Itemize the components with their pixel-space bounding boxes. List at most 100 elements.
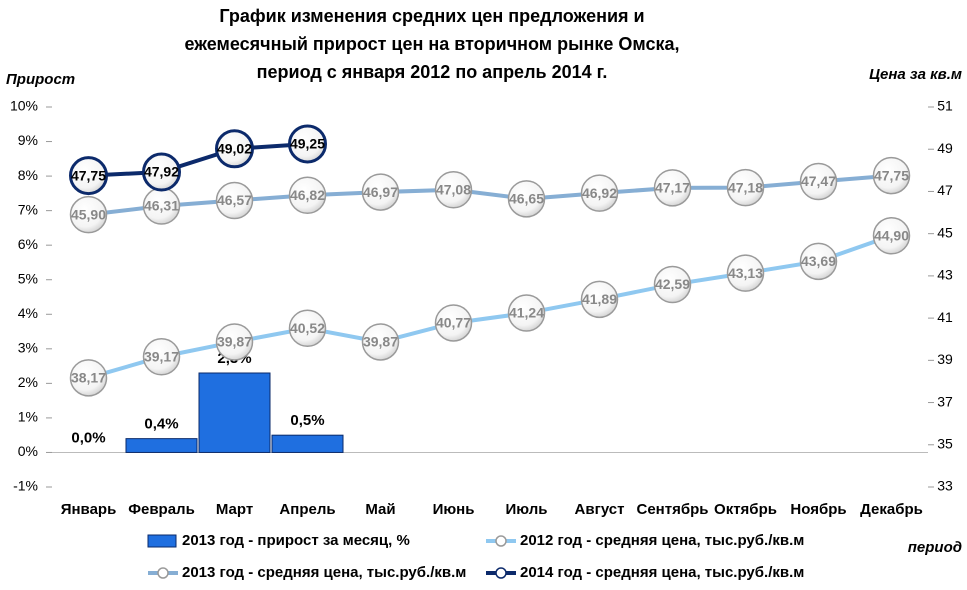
data-label: 40,52 bbox=[290, 320, 325, 336]
marker bbox=[726, 168, 765, 207]
y-tick-label: 9% bbox=[18, 132, 38, 148]
x-axis-title: период bbox=[908, 539, 962, 556]
data-label: 43,69 bbox=[801, 253, 836, 269]
marker bbox=[288, 176, 327, 214]
x-tick-label: Октябрь bbox=[714, 501, 777, 518]
y2-tick-label: 35 bbox=[937, 435, 953, 451]
marker bbox=[434, 304, 473, 342]
data-label: 46,92 bbox=[582, 185, 617, 201]
data-label: 0,5% bbox=[290, 412, 324, 429]
marker bbox=[69, 359, 108, 397]
data-label: 0,0% bbox=[71, 429, 105, 446]
marker bbox=[69, 156, 108, 196]
y2-tick-label: 47 bbox=[937, 182, 953, 198]
data-label: 47,17 bbox=[655, 180, 690, 196]
y2-tick-label: 51 bbox=[937, 98, 953, 114]
y2-tick-label: 33 bbox=[937, 478, 953, 494]
data-label: 40,77 bbox=[436, 315, 471, 331]
data-label: 41,24 bbox=[509, 305, 544, 321]
marker bbox=[726, 254, 765, 292]
data-label: 46,57 bbox=[217, 192, 252, 208]
data-label: 49,02 bbox=[217, 141, 252, 157]
x-tick-label: Июнь bbox=[433, 501, 475, 518]
y-tick-label: 0% bbox=[18, 443, 38, 459]
legend-marker bbox=[495, 567, 507, 579]
marker bbox=[580, 280, 619, 319]
data-label: 43,13 bbox=[728, 265, 763, 281]
marker bbox=[507, 294, 546, 332]
data-label: 44,90 bbox=[874, 227, 909, 243]
chart-title: ежемесячный прирост цен на вторичном рын… bbox=[184, 34, 679, 54]
x-tick-label: Ноябрь bbox=[790, 501, 846, 518]
data-label: 47,47 bbox=[801, 173, 836, 189]
data-label: 47,08 bbox=[436, 181, 471, 197]
x-tick-label: Декабрь bbox=[860, 501, 923, 518]
marker bbox=[288, 309, 327, 347]
y-tick-label: 3% bbox=[18, 340, 38, 356]
marker bbox=[434, 171, 473, 209]
data-label: 39,17 bbox=[144, 348, 179, 364]
marker bbox=[215, 323, 254, 361]
x-tick-label: Январь bbox=[61, 501, 117, 518]
marker bbox=[580, 174, 619, 212]
x-tick-label: Июль bbox=[506, 501, 548, 518]
x-tick-label: Апрель bbox=[279, 501, 335, 518]
legend-marker bbox=[157, 567, 169, 579]
marker bbox=[69, 195, 108, 234]
y2-tick-label: 37 bbox=[937, 393, 953, 409]
y-tick-label: 8% bbox=[18, 167, 38, 183]
marker bbox=[215, 129, 254, 169]
data-label: 46,97 bbox=[363, 184, 398, 200]
marker bbox=[799, 162, 838, 201]
marker bbox=[872, 217, 911, 255]
y-axis-title: Прирост bbox=[6, 71, 75, 88]
x-tick-label: Сентябрь bbox=[637, 501, 709, 518]
data-label: 49,25 bbox=[290, 136, 325, 152]
data-label: 39,87 bbox=[217, 334, 252, 350]
data-label: 0,4% bbox=[144, 416, 178, 433]
marker bbox=[361, 173, 400, 211]
x-tick-label: Март bbox=[216, 501, 253, 518]
y-tick-label: 1% bbox=[18, 409, 38, 425]
legend-label: 2014 год - средняя цена, тыс.руб./кв.м bbox=[520, 564, 804, 581]
legend-marker bbox=[495, 535, 507, 547]
data-label: 46,82 bbox=[290, 187, 325, 203]
marker bbox=[507, 180, 546, 218]
data-label: 46,65 bbox=[509, 191, 544, 207]
y2-axis-title: Цена за кв.м bbox=[869, 66, 962, 83]
legend-label: 2013 год - средняя цена, тыс.руб./кв.м bbox=[182, 564, 466, 581]
data-label: 42,59 bbox=[655, 276, 690, 292]
data-label: 39,87 bbox=[363, 334, 398, 350]
bar bbox=[271, 434, 344, 453]
legend-label: 2012 год - средняя цена, тыс.руб./кв.м bbox=[520, 532, 804, 549]
y-tick-label: 5% bbox=[18, 270, 38, 286]
data-label: 38,17 bbox=[71, 370, 106, 386]
y-tick-label: -1% bbox=[13, 478, 38, 494]
line bbox=[88, 173, 892, 217]
x-tick-label: Февраль bbox=[128, 501, 195, 518]
marker bbox=[872, 156, 911, 195]
data-label: 47,75 bbox=[874, 167, 909, 183]
y-tick-label: 6% bbox=[18, 236, 38, 252]
x-tick-label: Август bbox=[575, 501, 625, 518]
legend-swatch bbox=[147, 534, 177, 548]
x-tick-label: Май bbox=[365, 501, 395, 518]
data-label: 47,75 bbox=[71, 167, 106, 183]
bar bbox=[198, 372, 271, 453]
y-tick-label: 2% bbox=[18, 374, 38, 390]
marker bbox=[142, 337, 181, 376]
data-label: 41,89 bbox=[582, 291, 617, 307]
line bbox=[88, 141, 308, 178]
y2-tick-label: 39 bbox=[937, 351, 953, 367]
y-tick-label: 4% bbox=[18, 305, 38, 321]
data-label: 45,90 bbox=[71, 206, 106, 222]
y2-tick-label: 45 bbox=[937, 224, 953, 240]
marker bbox=[799, 242, 838, 281]
y2-tick-label: 49 bbox=[937, 140, 953, 156]
legend-label: 2013 год - прирост за месяц, % bbox=[182, 532, 410, 549]
marker bbox=[653, 169, 692, 207]
marker bbox=[653, 265, 692, 304]
data-label: 47,18 bbox=[728, 179, 763, 195]
chart-title: График изменения средних цен предложения… bbox=[219, 6, 644, 26]
